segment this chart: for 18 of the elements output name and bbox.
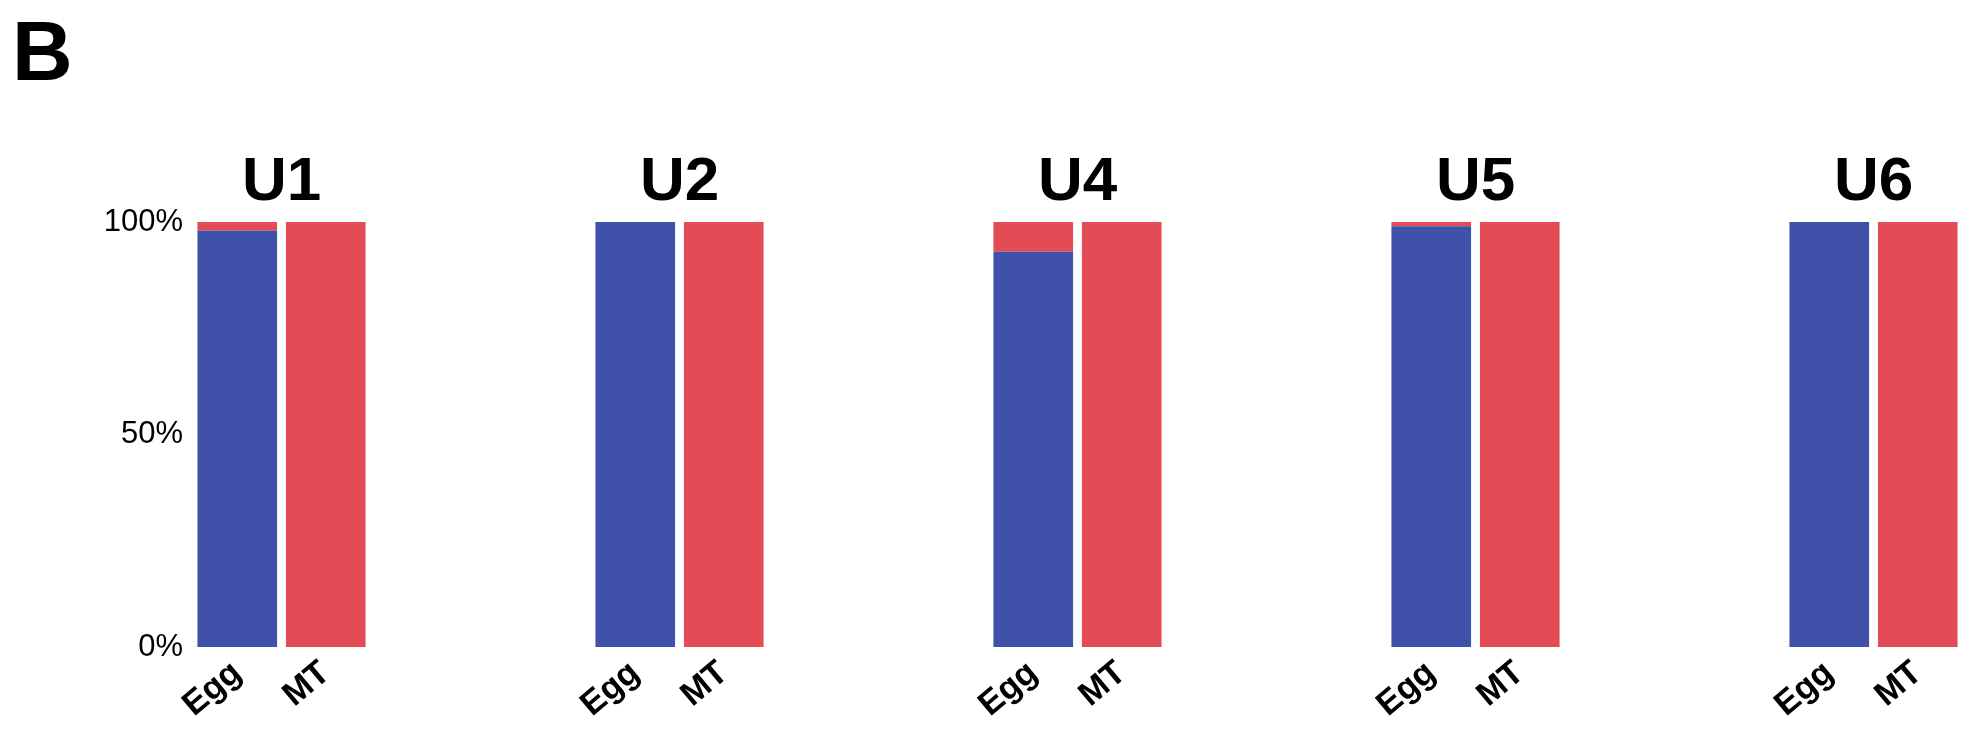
chart-title: U1 [241,144,322,213]
chart-title: U2 [639,144,720,213]
x-tick-label: MT [274,651,337,713]
chart-title: U4 [1037,144,1118,213]
text: B [12,4,73,98]
x-tick-label: Egg [1368,652,1442,723]
x-tick-label: MT [672,651,735,713]
x-tick-label: MT [1866,651,1929,713]
chart-title: U6 [1833,144,1914,213]
x-tick-label: MT [1070,651,1133,713]
x-tick-label: Egg [572,652,646,723]
x-tick-label: Egg [1766,652,1840,723]
x-tick-label: Egg [970,652,1044,723]
x-tick-label: MT [1468,651,1531,713]
y-tick-label: 0% [138,627,183,663]
y-tick-label: 50% [120,415,183,451]
y-tick-label: 100% [103,202,183,238]
chart-title: U5 [1435,144,1516,213]
